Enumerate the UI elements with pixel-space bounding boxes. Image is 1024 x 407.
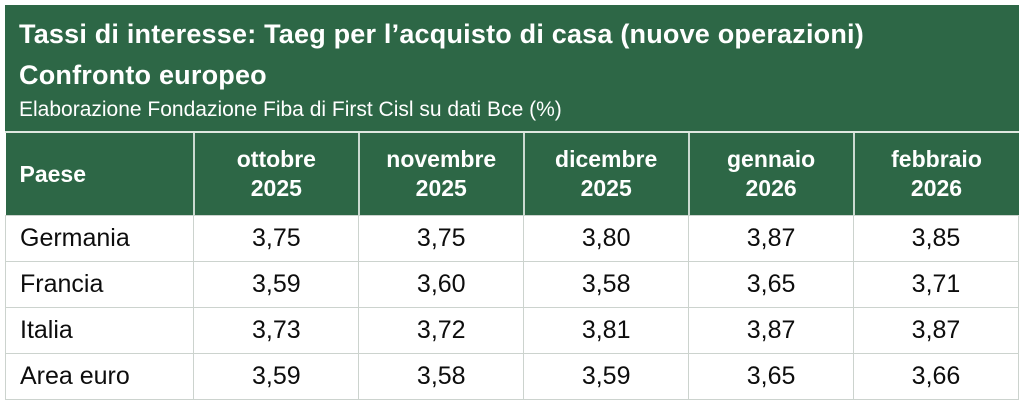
month-label: dicembre [555, 146, 658, 172]
row-label: Germania [4, 215, 195, 262]
table-cell: 3,58 [358, 353, 525, 400]
table-cell: 3,85 [853, 215, 1019, 262]
column-header-gennaio-2026: gennaio 2026 [687, 133, 854, 216]
chart-subtitle: Confronto europeo [19, 60, 267, 90]
column-header-paese: Paese [5, 133, 194, 216]
source-note: Elaborazione Fondazione Fiba di First Ci… [19, 98, 562, 121]
row-label: Francia [4, 261, 195, 308]
table-row-germania: Germania 3,75 3,75 3,80 3,87 3,85 [4, 215, 1019, 262]
year-label: 2025 [250, 175, 302, 201]
row-label: Italia [4, 307, 195, 354]
table-cell: 3,80 [523, 215, 690, 262]
table-cell: 3,75 [358, 215, 525, 262]
table-cell: 3,65 [688, 353, 855, 400]
year-label: 2026 [910, 175, 963, 201]
table-header-row: Paese ottobre 2025 novembre 2025 dicembr… [5, 133, 1019, 216]
chart-title: Tassi di interesse: Taeg per l’acquisto … [19, 19, 864, 49]
table-cell: 3,59 [193, 261, 360, 308]
month-label: gennaio [726, 146, 816, 172]
rates-table-graphic: Tassi di interesse: Taeg per l’acquisto … [4, 5, 1019, 400]
month-label: febbraio [891, 146, 982, 172]
table-cell: 3,66 [853, 353, 1019, 400]
table-cell: 3,71 [853, 261, 1019, 308]
table-cell: 3,72 [358, 307, 525, 354]
table-cell: 3,65 [688, 261, 855, 308]
year-label: 2025 [580, 175, 632, 201]
row-label: Area euro [4, 353, 195, 400]
table-cell: 3,58 [523, 261, 690, 308]
table-cell: 3,87 [688, 307, 855, 354]
table-cell: 3,75 [193, 215, 360, 262]
month-label: ottobre [236, 146, 316, 172]
table-cell: 3,73 [193, 307, 360, 354]
table-row-francia: Francia 3,59 3,60 3,58 3,65 3,71 [4, 261, 1019, 308]
month-label: novembre [386, 146, 497, 172]
rates-table: Paese ottobre 2025 novembre 2025 dicembr… [4, 133, 1019, 400]
table-row-area-euro: Area euro 3,59 3,58 3,59 3,65 3,66 [4, 353, 1019, 400]
table-cell: 3,87 [688, 215, 855, 262]
title-block: Tassi di interesse: Taeg per l’acquisto … [5, 5, 1019, 133]
column-header-febbraio-2026: febbraio 2026 [852, 133, 1019, 216]
table-cell: 3,59 [523, 353, 690, 400]
table-cell: 3,87 [853, 307, 1019, 354]
table-row-italia: Italia 3,73 3,72 3,81 3,87 3,87 [4, 307, 1019, 354]
year-label: 2026 [745, 175, 797, 201]
column-header-dicembre-2025: dicembre 2025 [522, 133, 689, 216]
table-cell: 3,60 [358, 261, 525, 308]
column-header-novembre-2025: novembre 2025 [357, 133, 524, 216]
table-cell: 3,81 [523, 307, 690, 354]
column-header-ottobre-2025: ottobre 2025 [192, 133, 359, 216]
year-label: 2025 [415, 175, 467, 201]
table-cell: 3,59 [193, 353, 360, 400]
